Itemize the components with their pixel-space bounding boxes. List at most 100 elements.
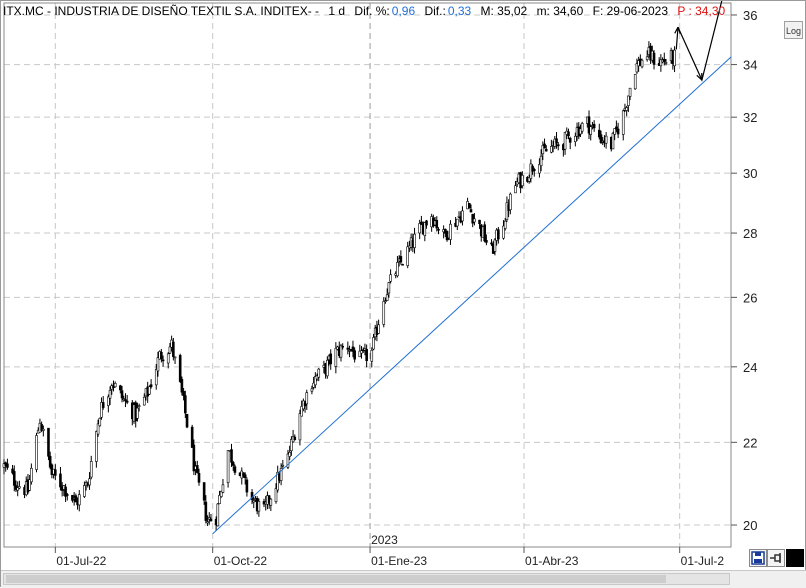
price-chart[interactable]: 20 22 24 26 28 30 32 34 36 01-Jul-22 01-Oct-22 01-E…	[1, 1, 806, 570]
candle-body	[592, 123, 596, 129]
candle-body	[435, 219, 439, 229]
candle	[173, 356, 177, 364]
candle	[425, 220, 428, 229]
candle	[527, 174, 531, 184]
candle	[88, 472, 91, 490]
candle	[286, 449, 290, 470]
candle	[353, 347, 356, 363]
candle	[291, 429, 295, 443]
candle-body	[662, 59, 666, 62]
candle	[473, 213, 476, 226]
candle	[178, 353, 182, 383]
candle-body	[509, 193, 512, 211]
candle	[563, 131, 567, 155]
candle	[568, 136, 572, 150]
candle	[119, 384, 122, 394]
candle-body	[142, 396, 146, 406]
candle-body	[182, 391, 185, 396]
candle-body	[341, 345, 344, 348]
scroll-bar[interactable]	[1, 570, 806, 588]
candle	[505, 196, 509, 222]
candle	[218, 490, 221, 505]
candle-body	[207, 517, 211, 520]
candle-body	[329, 353, 333, 365]
scroll-thumb[interactable]	[6, 575, 666, 583]
candle-body	[425, 220, 428, 226]
candle	[206, 515, 209, 526]
candle	[204, 495, 208, 524]
candle-body	[497, 229, 500, 240]
candle	[202, 482, 206, 505]
candle	[54, 464, 57, 481]
candle	[435, 216, 439, 232]
log-scale-button[interactable]: Log	[784, 21, 803, 39]
candle-body	[48, 455, 52, 468]
candle-body	[633, 74, 637, 90]
candle	[120, 385, 124, 403]
candle	[497, 227, 500, 244]
y-tick-label: 26	[743, 290, 757, 305]
candle-body	[77, 494, 81, 506]
ticker-title: ITX.MC - INDUSTRIA DE DISEÑO TEXTIL S.A.…	[3, 4, 320, 18]
max-label: M: 35,02	[480, 4, 528, 18]
candle	[184, 390, 187, 419]
candle-body	[221, 484, 225, 493]
candle-body	[365, 349, 368, 361]
dif-pct-value: 0,96	[391, 4, 416, 18]
candle	[314, 372, 317, 389]
candle	[161, 355, 165, 367]
candle-body	[418, 223, 421, 234]
candle-body	[107, 396, 110, 406]
candle-body	[206, 521, 209, 524]
candle	[346, 341, 350, 355]
candle	[532, 167, 536, 177]
candle-body	[47, 427, 50, 457]
candle	[83, 481, 86, 499]
projection-arrow	[696, 73, 703, 81]
save-icon[interactable]	[749, 549, 767, 567]
candle-body	[202, 482, 206, 501]
scroll-track[interactable]	[3, 573, 730, 585]
y-tick-label: 34	[743, 58, 757, 73]
y-tick-label: 28	[743, 226, 757, 241]
candle	[538, 158, 541, 178]
candle	[334, 342, 338, 374]
candle-body	[635, 63, 639, 73]
candle-body	[42, 428, 45, 431]
candle	[360, 346, 363, 359]
candle	[389, 269, 392, 284]
candle-body	[160, 351, 163, 360]
candle-body	[286, 453, 290, 468]
candle-body	[568, 137, 572, 143]
candle-body	[544, 149, 548, 152]
candle-body	[209, 518, 213, 522]
candle-body	[532, 169, 536, 172]
candle-body	[420, 221, 423, 225]
candle	[166, 352, 170, 369]
candle-body	[180, 379, 184, 393]
candle-body	[243, 474, 247, 479]
candle	[113, 381, 117, 388]
candle-body	[192, 444, 196, 472]
pin-icon[interactable]	[767, 549, 785, 567]
candle	[142, 393, 146, 406]
candle	[276, 465, 279, 493]
candle	[627, 95, 630, 113]
candle	[418, 219, 421, 240]
candle-body	[437, 228, 440, 231]
candle-body	[493, 239, 497, 252]
candle-body	[370, 349, 374, 362]
candle	[521, 171, 524, 189]
candle	[279, 463, 283, 486]
candle	[182, 388, 185, 401]
candle	[358, 344, 362, 358]
candle	[490, 239, 493, 246]
candle	[339, 343, 343, 362]
candle	[673, 46, 676, 73]
candle-body	[401, 263, 404, 266]
candle	[326, 356, 329, 379]
candle	[550, 139, 553, 154]
candle	[662, 52, 666, 66]
candle	[399, 250, 403, 265]
color-swatch-button[interactable]	[786, 549, 804, 567]
